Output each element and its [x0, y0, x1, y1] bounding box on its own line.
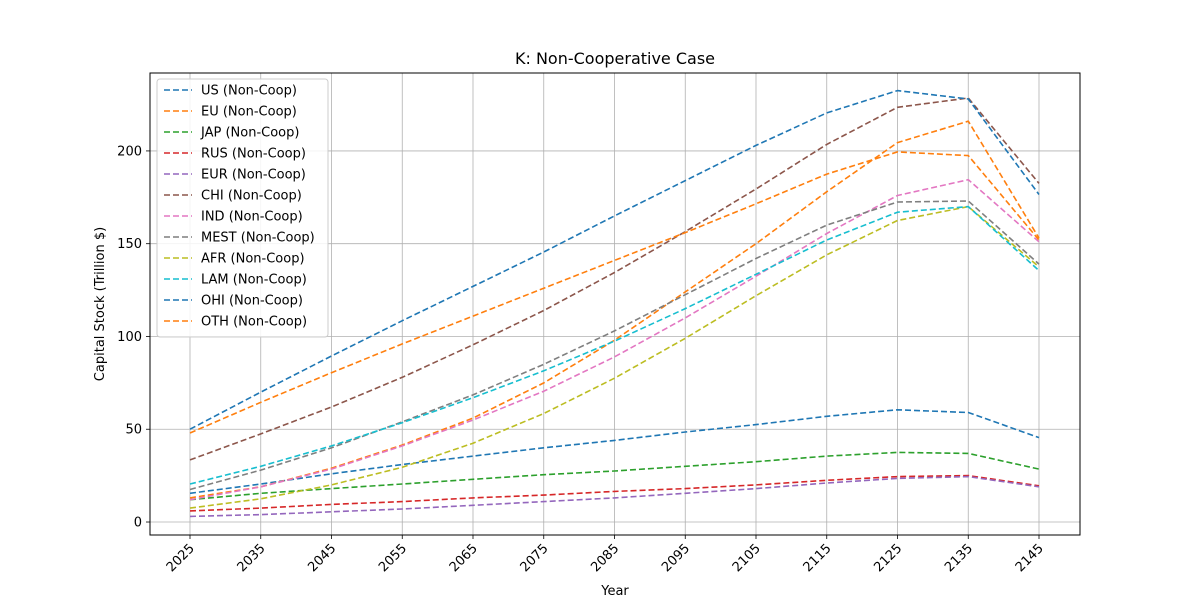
x-tick-label: 2035	[235, 541, 269, 575]
series-line-mest	[189, 200, 1040, 491]
x-tick-label: 2115	[801, 541, 835, 575]
x-tick-label: 2135	[942, 541, 976, 575]
x-tick-label: 2145	[1013, 541, 1047, 575]
x-tick-label: 2125	[871, 541, 905, 575]
series-line-oth	[189, 151, 1040, 434]
legend-label: OTH (Non-Coop)	[201, 315, 307, 330]
legend-label: EUR (Non-Coop)	[201, 168, 306, 183]
y-axis-label: Capital Stock (Trillion $)	[93, 227, 108, 381]
y-tick-label: 200	[117, 144, 142, 159]
series-line-lam	[189, 205, 1040, 485]
legend-label: MEST (Non-Coop)	[201, 231, 315, 246]
x-tick-label: 2085	[588, 541, 622, 575]
chart-title: K: Non-Cooperative Case	[515, 49, 715, 68]
y-tick-label: 0	[134, 516, 142, 531]
plot-area-frame	[149, 72, 1081, 536]
series-line-jap	[189, 451, 1040, 501]
legend-label: JAP (Non-Coop)	[200, 126, 299, 141]
legend-label: IND (Non-Coop)	[201, 210, 303, 225]
x-tick-label: 2065	[447, 541, 481, 575]
series-line-ind	[189, 178, 1040, 501]
grid	[150, 73, 1080, 535]
legend-label: AFR (Non-Coop)	[201, 252, 305, 267]
series-lines	[189, 89, 1040, 518]
x-tick-label: 2075	[518, 541, 552, 575]
x-axis-label: Year	[600, 584, 629, 599]
series-line-afr	[189, 205, 1040, 509]
legend-label: LAM (Non-Coop)	[201, 273, 307, 288]
y-tick-label: 100	[117, 330, 142, 345]
legend-label: RUS (Non-Coop)	[201, 147, 306, 162]
x-tick-label: 2055	[376, 541, 410, 575]
series-line-eur	[189, 475, 1040, 518]
legend-label: OHI (Non-Coop)	[201, 294, 303, 309]
series-line-chi	[189, 97, 1040, 461]
x-tick-label: 2095	[659, 541, 693, 575]
y-tick-label: 50	[125, 423, 142, 438]
series-line-eu	[189, 120, 1040, 499]
legend-label: CHI (Non-Coop)	[201, 189, 302, 204]
legend: US (Non-Coop) EU (Non-Coop) JAP (Non-Coop)…	[156, 78, 329, 338]
series-line-us	[189, 408, 1040, 495]
x-tick-label: 2045	[305, 541, 339, 575]
legend-label: EU (Non-Coop)	[201, 105, 297, 120]
legend-box	[156, 78, 329, 338]
legend-label: US (Non-Coop)	[201, 84, 297, 99]
x-tick-label: 2025	[164, 541, 198, 575]
series-line-ohi	[189, 89, 1040, 430]
y-tick-label: 150	[117, 237, 142, 252]
x-tick-label: 2105	[730, 541, 764, 575]
series-line-rus	[189, 474, 1040, 512]
